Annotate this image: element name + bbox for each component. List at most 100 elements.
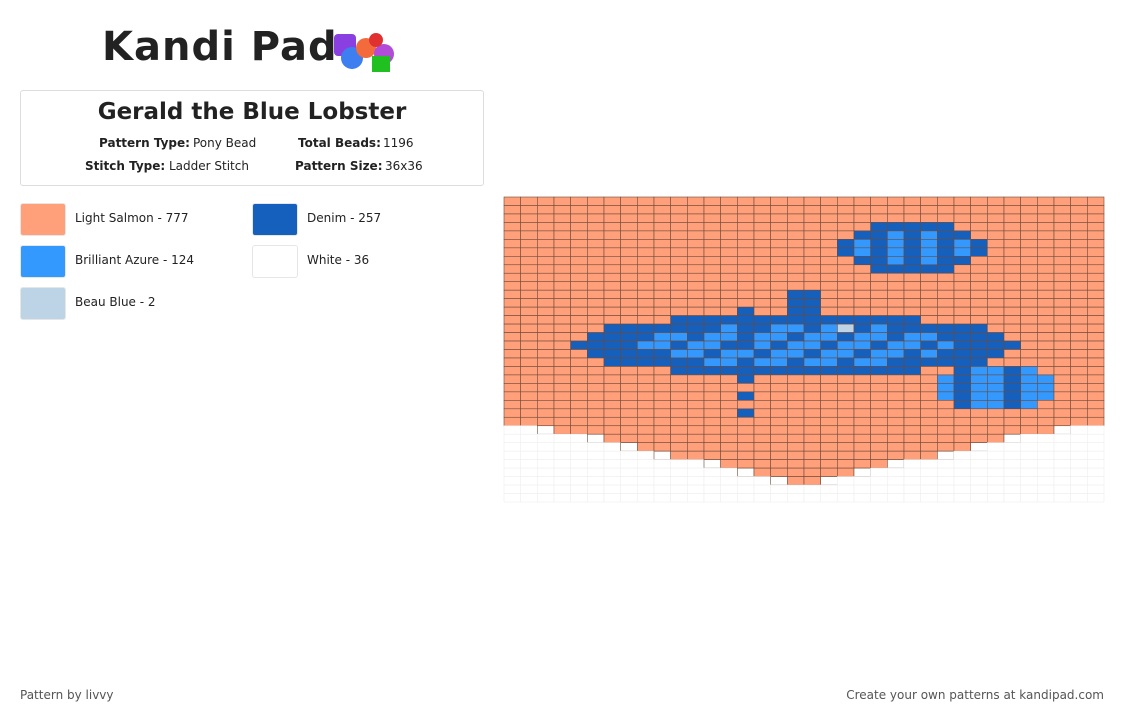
bead [753, 306, 771, 316]
bead [787, 289, 805, 299]
bead [687, 391, 705, 401]
bead [1003, 408, 1021, 418]
bead [1037, 484, 1055, 494]
bead [570, 349, 588, 359]
bead [587, 247, 605, 257]
bead [503, 433, 521, 443]
logo[interactable]: Kandi Pad [102, 24, 338, 70]
bead [553, 374, 571, 384]
bead [870, 306, 888, 316]
bead [820, 442, 838, 452]
bead [503, 416, 521, 427]
bead [853, 213, 871, 223]
bead [653, 222, 671, 232]
bead [887, 459, 905, 469]
bead [970, 323, 988, 333]
footer-link[interactable]: Create your own patterns at kandipad.com [846, 688, 1104, 702]
bead [853, 298, 871, 308]
bead [1070, 493, 1088, 503]
bead [553, 306, 571, 316]
bead [537, 425, 555, 435]
bead [903, 366, 921, 376]
bead [587, 205, 605, 215]
bead [520, 357, 538, 367]
bead [987, 332, 1005, 342]
bead [903, 374, 921, 384]
bead [1003, 340, 1021, 350]
bead [903, 416, 921, 427]
bead [570, 306, 588, 316]
bead [620, 357, 638, 367]
bead [587, 230, 605, 240]
bead [637, 306, 655, 316]
bead [670, 366, 688, 376]
bead [870, 247, 888, 257]
bead [1037, 264, 1055, 274]
bead [887, 484, 905, 494]
bead [853, 391, 871, 401]
bead [837, 256, 855, 266]
bead [653, 484, 671, 494]
bead [1053, 332, 1071, 342]
bead [853, 323, 871, 333]
bead [970, 239, 988, 249]
bead [903, 196, 921, 206]
bead [1020, 289, 1038, 299]
bead [720, 323, 738, 333]
bead [737, 289, 755, 299]
bead [1003, 416, 1021, 427]
bead [803, 442, 821, 452]
bead [620, 205, 638, 215]
bead [620, 374, 638, 384]
bead [637, 476, 655, 486]
bead [570, 408, 588, 418]
bead [620, 416, 638, 427]
bead [720, 247, 738, 257]
bead [987, 467, 1005, 477]
bead [820, 340, 838, 350]
bead [720, 450, 738, 460]
bead [1070, 256, 1088, 266]
bead [537, 340, 555, 350]
bead [670, 459, 688, 469]
bead [1037, 467, 1055, 477]
bead [570, 400, 588, 410]
bead [787, 349, 805, 359]
bead [870, 222, 888, 232]
bead [703, 442, 721, 452]
bead [653, 442, 671, 452]
bead [637, 493, 655, 503]
bead [853, 264, 871, 274]
swatch [252, 203, 298, 236]
bead [937, 349, 955, 359]
bead [803, 272, 821, 283]
bead [587, 442, 605, 452]
bead [1070, 476, 1088, 486]
bead [687, 459, 705, 469]
bead [1003, 247, 1021, 257]
bead [553, 289, 571, 299]
bead [720, 459, 738, 469]
bead [903, 467, 921, 477]
bead [803, 400, 821, 410]
bead [937, 272, 955, 283]
bead [603, 400, 621, 410]
bead [903, 357, 921, 367]
bead [753, 476, 771, 486]
bead [1087, 442, 1105, 452]
bead [1070, 349, 1088, 359]
bead [1003, 450, 1021, 460]
bead [870, 366, 888, 376]
bead [620, 366, 638, 376]
bead [553, 357, 571, 367]
bead [687, 357, 705, 367]
bead-grid [503, 196, 1105, 503]
bead [753, 256, 771, 266]
bead [837, 484, 855, 494]
bead [1087, 425, 1105, 435]
bead [903, 433, 921, 443]
bead [620, 315, 638, 325]
bead [987, 400, 1005, 410]
bead [1087, 383, 1105, 393]
